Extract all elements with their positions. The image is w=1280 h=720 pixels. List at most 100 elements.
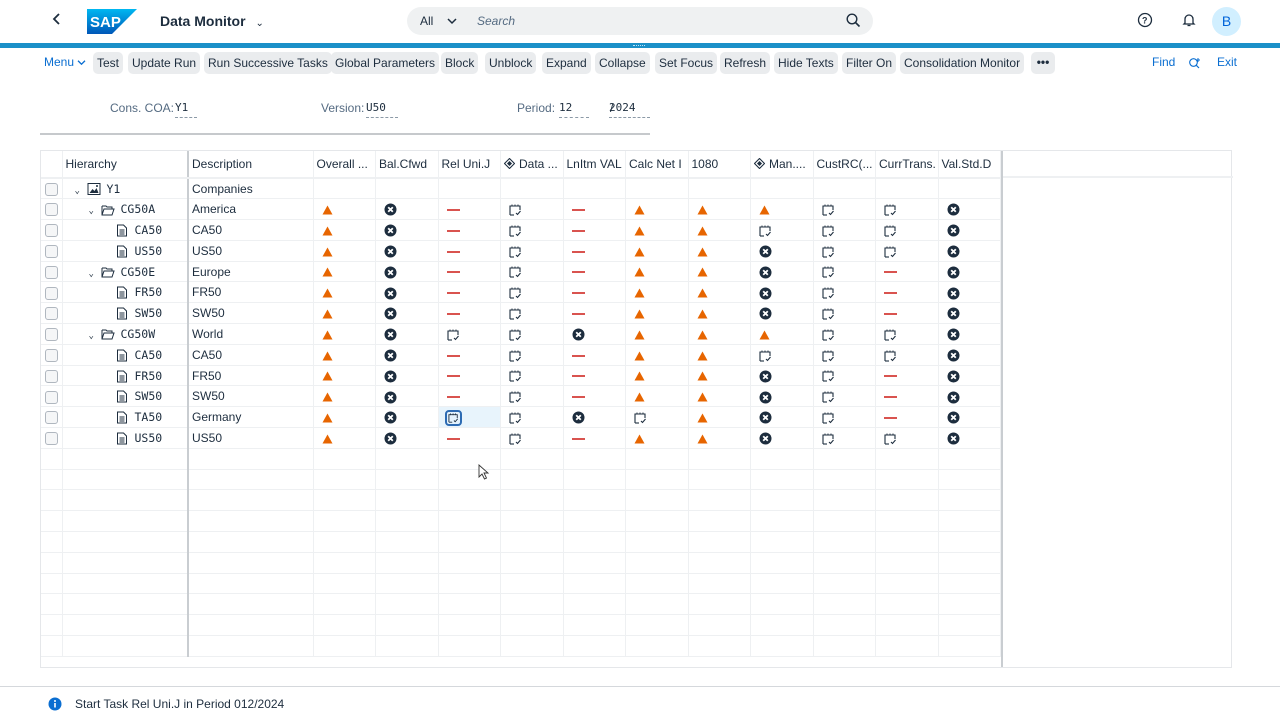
calendar-check-icon[interactable] (821, 225, 835, 237)
error-circle-icon[interactable] (572, 328, 585, 341)
row-select-checkbox[interactable] (44, 411, 58, 425)
calendar-check-icon[interactable] (759, 225, 772, 237)
not-relevant-dash-icon[interactable] (571, 229, 585, 233)
status-cell[interactable] (500, 427, 564, 449)
toolbar-button-run-successive-tasks[interactable]: Run Successive Tasks (204, 52, 332, 74)
error-circle-icon[interactable] (384, 391, 397, 404)
error-circle-icon[interactable] (947, 224, 960, 237)
status-cell[interactable] (563, 302, 626, 325)
year-field[interactable]: 2024 (609, 101, 650, 118)
status-cell[interactable] (563, 240, 626, 262)
status-cell[interactable] (688, 344, 751, 366)
calendar-check-icon[interactable] (884, 433, 897, 445)
status-cell[interactable] (938, 219, 1001, 241)
error-circle-icon[interactable] (947, 370, 960, 383)
status-cell[interactable] (688, 261, 751, 283)
warning-triangle-icon[interactable] (322, 371, 333, 381)
table-row[interactable]: ⌄ CG50E Europe (41, 261, 1001, 283)
not-relevant-dash-icon[interactable] (571, 312, 585, 316)
hierarchy-cell[interactable]: FR50 (62, 365, 189, 387)
warning-triangle-icon[interactable] (697, 205, 708, 215)
hierarchy-cell[interactable]: CA50 (62, 219, 189, 241)
not-relevant-dash-icon[interactable] (884, 312, 897, 316)
status-cell[interactable] (938, 198, 1001, 221)
select-all-header[interactable] (41, 151, 63, 179)
error-circle-icon[interactable] (759, 307, 772, 320)
calendar-check-icon[interactable] (509, 287, 522, 299)
status-cell[interactable] (500, 385, 564, 408)
exit-button[interactable]: Exit (1217, 55, 1238, 69)
calendar-check-selected-icon[interactable] (444, 409, 462, 426)
row-select-checkbox[interactable] (44, 244, 58, 258)
status-cell[interactable] (938, 261, 1001, 283)
error-circle-icon[interactable] (384, 203, 397, 216)
status-cell[interactable] (813, 281, 876, 304)
status-cell[interactable] (500, 198, 564, 221)
status-cell[interactable] (813, 302, 876, 325)
warning-triangle-icon[interactable] (322, 309, 333, 319)
status-cell[interactable] (313, 281, 376, 304)
hierarchy-cell[interactable]: CA50 (62, 344, 189, 366)
status-cell[interactable] (688, 302, 751, 325)
calendar-check-icon[interactable] (821, 412, 835, 424)
status-cell[interactable] (375, 323, 439, 345)
status-cell[interactable] (563, 385, 626, 408)
status-cell[interactable] (563, 198, 626, 221)
status-cell[interactable] (375, 344, 439, 366)
status-cell[interactable] (688, 365, 751, 387)
column-header-data[interactable]: Data ... (500, 151, 564, 179)
status-cell[interactable] (938, 281, 1001, 304)
user-avatar[interactable]: B (1212, 7, 1241, 36)
status-cell[interactable] (875, 406, 939, 429)
table-row[interactable]: SW50 SW50 (41, 385, 1001, 408)
status-cell[interactable] (688, 385, 751, 408)
calendar-check-icon[interactable] (509, 225, 522, 237)
column-header-calc-net-i[interactable]: Calc Net I (625, 151, 689, 179)
status-cell[interactable] (500, 406, 564, 429)
warning-triangle-icon[interactable] (759, 205, 770, 215)
search-scope-select[interactable]: All (420, 14, 457, 28)
toolbar-button-test[interactable]: Test (93, 52, 124, 74)
warning-triangle-icon[interactable] (697, 392, 708, 402)
not-relevant-dash-icon[interactable] (884, 374, 897, 378)
warning-triangle-icon[interactable] (322, 392, 333, 402)
warning-triangle-icon[interactable] (697, 434, 708, 444)
status-cell[interactable] (625, 406, 689, 429)
calendar-check-icon[interactable] (884, 329, 897, 341)
calendar-check-icon[interactable] (509, 370, 522, 382)
toolbar-button-set-focus[interactable]: Set Focus (655, 52, 718, 74)
column-header-currtrans[interactable]: CurrTrans. (875, 151, 939, 179)
status-cell[interactable] (313, 240, 376, 262)
status-cell[interactable] (438, 281, 501, 304)
status-cell[interactable] (875, 261, 939, 283)
status-cell[interactable] (438, 365, 501, 387)
not-relevant-dash-icon[interactable] (571, 291, 585, 295)
calendar-check-icon[interactable] (821, 370, 835, 382)
row-select-checkbox[interactable] (44, 286, 58, 300)
hierarchy-cell[interactable]: US50 (62, 240, 189, 262)
column-header-overall[interactable]: Overall ... (313, 151, 376, 179)
warning-triangle-icon[interactable] (322, 247, 333, 257)
status-cell[interactable] (875, 365, 939, 387)
not-relevant-dash-icon[interactable] (446, 395, 460, 399)
toolbar-button-expand[interactable]: Expand (542, 52, 591, 74)
status-cell[interactable] (625, 344, 689, 366)
not-relevant-dash-icon[interactable] (884, 395, 897, 399)
error-circle-icon[interactable] (384, 287, 397, 300)
calendar-check-icon[interactable] (821, 308, 835, 320)
status-cell[interactable] (563, 323, 626, 345)
status-cell[interactable] (875, 219, 939, 241)
calendar-check-icon[interactable] (634, 412, 647, 424)
error-circle-icon[interactable] (947, 391, 960, 404)
status-cell[interactable] (438, 427, 501, 449)
status-cell[interactable] (750, 427, 814, 449)
status-cell[interactable] (688, 323, 751, 345)
not-relevant-dash-icon[interactable] (446, 437, 460, 441)
error-circle-icon[interactable] (947, 307, 960, 320)
status-cell[interactable] (375, 198, 439, 221)
status-cell[interactable] (750, 281, 814, 304)
status-cell[interactable] (938, 178, 1001, 200)
calendar-check-icon[interactable] (884, 350, 897, 362)
not-relevant-dash-icon[interactable] (446, 354, 460, 358)
calendar-check-icon[interactable] (821, 433, 835, 445)
